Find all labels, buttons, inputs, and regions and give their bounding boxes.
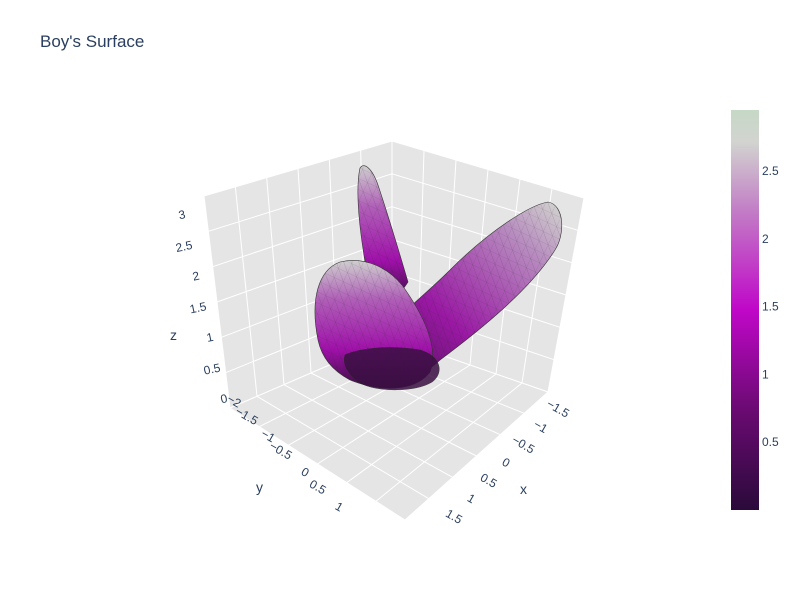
x-tick-label: 0.5 [478, 470, 500, 491]
z-tick-label: 0.5 [202, 361, 222, 378]
x-tick-label: −1 [531, 417, 550, 436]
colorbar-tick-label: 1 [762, 367, 769, 381]
x-tick-label: 0 [500, 455, 513, 471]
chart-title: Boy's Surface [40, 32, 145, 51]
y-tick-label: 1 [333, 499, 346, 515]
z-tick-label: 1 [205, 330, 215, 345]
surface-mesh-overlay [314, 165, 562, 389]
y-tick-label: 0.5 [307, 477, 329, 498]
z-tick-label: 1.5 [188, 299, 208, 316]
colorbar-gradient [731, 110, 759, 510]
x-tick-label: 1 [465, 491, 478, 507]
grid-line [375, 382, 523, 502]
x-tick-label: 1.5 [443, 506, 465, 527]
colorbar-tick-label: 1.5 [762, 300, 779, 314]
colorbar-tick-label: 2 [762, 232, 769, 246]
x-tick-label: −0.5 [510, 433, 538, 457]
colorbar-tick-label: 2.5 [762, 164, 779, 178]
y-tick-label: −1 [259, 426, 278, 445]
z-tick-label: 2.5 [174, 238, 194, 255]
z-tick-label: 0 [219, 391, 229, 406]
z-axis-label: z [170, 327, 177, 343]
z-axis-ticks: 0 0.5 1 1.5 2 2.5 3 [174, 207, 229, 406]
x-tick-label: −1.5 [544, 397, 572, 421]
colorbar: 0.5 1 1.5 2 2.5 [731, 110, 779, 510]
z-tick-label: 2 [191, 269, 201, 284]
y-axis-label: y [256, 479, 263, 495]
colorbar-tick-label: 0.5 [762, 435, 779, 449]
z-tick-label: 3 [177, 207, 187, 222]
surface[interactable] [314, 165, 563, 391]
colorbar-ticks: 0.5 1 1.5 2 2.5 [762, 164, 779, 449]
y-tick-label: −2 [225, 392, 244, 411]
y-tick-label: 0 [299, 464, 312, 480]
x-axis-label: x [520, 481, 527, 497]
